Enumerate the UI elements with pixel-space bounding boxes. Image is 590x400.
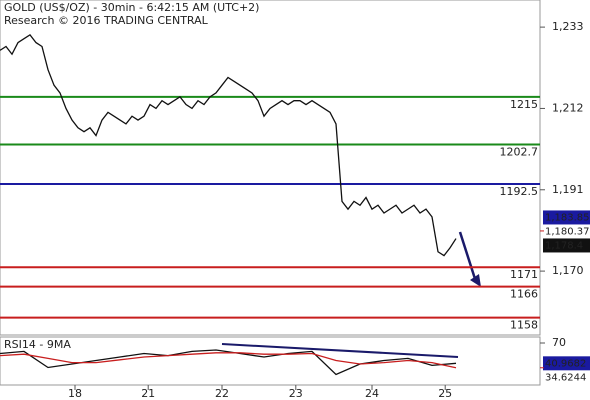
y-tick-label: 1,212	[552, 101, 584, 114]
level-label: 1158	[510, 319, 538, 332]
level-label: 1202.7	[500, 145, 539, 158]
price-tag	[543, 210, 590, 225]
y-tick-label: 1,191	[552, 183, 584, 196]
y-tick-label: 1,233	[552, 20, 584, 33]
level-label: 1192.5	[500, 185, 539, 198]
rsi-tick-label: 70	[552, 336, 566, 349]
chart-title: GOLD (US$/OZ) - 30min - 6:42:15 AM (UTC+…	[4, 1, 259, 14]
price-tag-label: 1,183.85	[545, 212, 590, 223]
rsi-line	[0, 352, 457, 369]
rsi-trendline	[221, 343, 459, 358]
level-label: 1166	[510, 288, 538, 301]
x-tick-label: 22	[215, 387, 229, 400]
rsi-title: RSI14 - 9MA	[4, 338, 71, 351]
chart-subtitle: Research © 2016 TRADING CENTRAL	[4, 14, 209, 27]
price-panel	[0, 0, 541, 336]
level-label: 1215	[510, 98, 538, 111]
level-label: 1171	[510, 268, 538, 281]
forecast-arrow	[458, 231, 478, 283]
y-tick-label: 1,170	[552, 264, 584, 277]
x-tick-label: 23	[289, 387, 303, 400]
price-tag-label: 1,178.4	[545, 240, 583, 251]
price-tag	[543, 238, 590, 253]
rsi-panel	[0, 336, 541, 386]
rsi-line	[0, 349, 457, 376]
x-tick-label: 24	[365, 387, 379, 400]
price-line	[0, 33, 457, 257]
x-tick-label: 18	[68, 387, 82, 400]
price-tag-label: 34.6244	[545, 372, 586, 383]
price-tag-label: 40.9682	[545, 358, 586, 369]
price-tag-label: 1,180.37	[545, 226, 590, 237]
x-tick-label: 25	[438, 387, 452, 400]
x-tick-label: 21	[141, 387, 155, 400]
price-tag	[543, 356, 590, 371]
arrow-head	[470, 274, 481, 287]
